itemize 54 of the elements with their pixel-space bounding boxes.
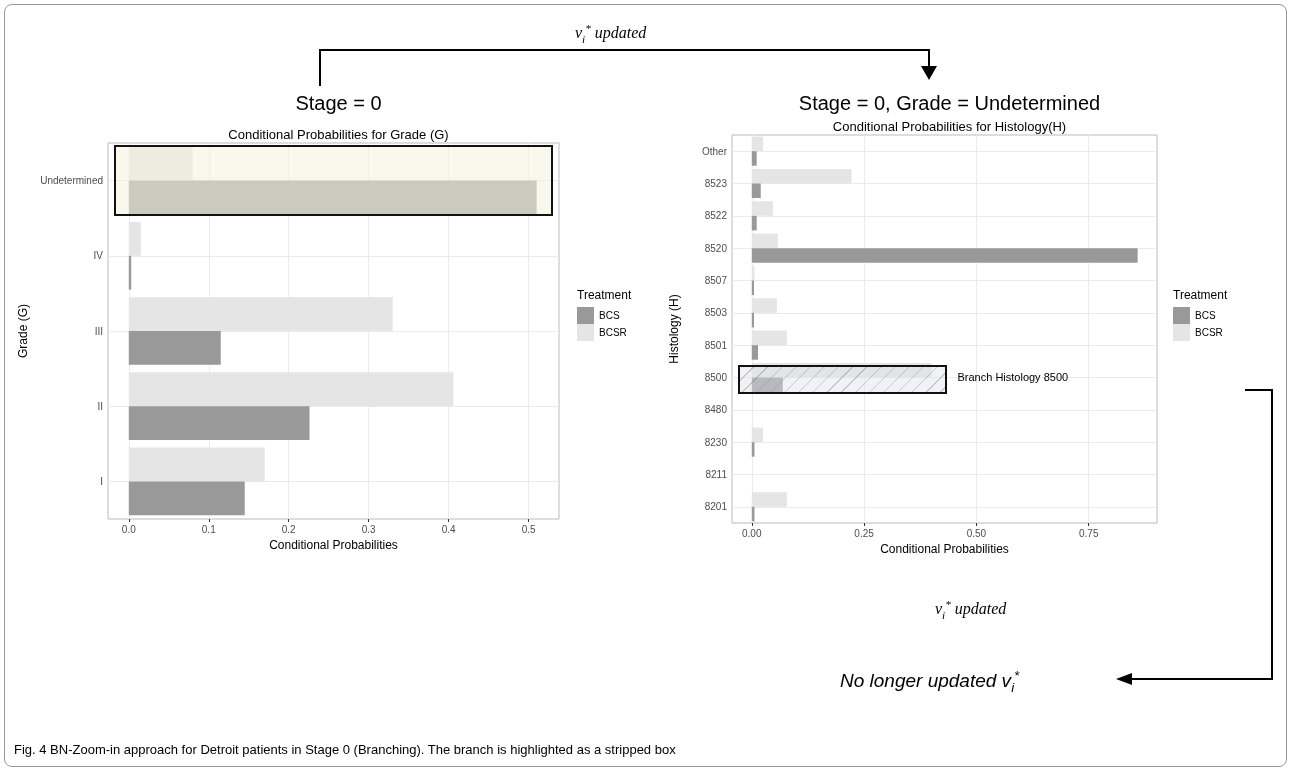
- legend-title: Treatment: [577, 288, 632, 302]
- chart-title: Stage = 0, Grade = Undetermined: [798, 92, 1101, 114]
- x-tick-label: 0.4: [441, 523, 457, 535]
- y-tick-label: 8480: [704, 404, 728, 416]
- y-tick-label: I: [100, 475, 103, 487]
- x-tick-label: 0.3: [361, 523, 377, 535]
- text: v$_{i}$$^{*}$ updated: [575, 22, 647, 45]
- x-tick-label: 0.25: [854, 527, 875, 539]
- y-tick-label: Other: [701, 145, 728, 157]
- bar: [128, 481, 245, 516]
- legend-label: BCSR: [1195, 327, 1223, 338]
- y-tick-label: 8507: [704, 275, 728, 286]
- chart-subtitle: Conditional Probabilities for Grade (G): [228, 127, 449, 142]
- y-tick-label: III: [94, 325, 103, 337]
- chart-title: Stage = 0: [295, 92, 382, 114]
- y-tick-label: 8211: [705, 469, 728, 480]
- y-tick-label: 8501: [704, 339, 728, 351]
- x-tick-label: 0.75: [1078, 527, 1099, 539]
- y-axis-title: Histology (H): [667, 294, 681, 364]
- bar: [751, 183, 761, 199]
- y-tick-label: 8500: [704, 372, 728, 383]
- bar: [751, 345, 759, 360]
- y-tick-label: 8523: [704, 178, 728, 189]
- y-tick-label: II: [97, 400, 103, 412]
- x-tick-label: 0.50: [966, 527, 987, 539]
- bar: [751, 151, 757, 166]
- text: v$_{i}$$^{*}$ updated: [935, 598, 1007, 621]
- y-tick-label: 8230: [704, 436, 728, 448]
- x-tick-label: 0.5: [521, 523, 536, 535]
- x-tick-label: 0.2: [281, 523, 297, 535]
- y-tick-label: Undetermined: [40, 175, 103, 187]
- y-tick-label: 8201: [704, 501, 728, 513]
- legend-label: BCS: [1195, 310, 1216, 321]
- bar: [751, 215, 757, 231]
- bar: [128, 331, 221, 365]
- y-tick-label: 8522: [704, 210, 728, 222]
- legend-label: BCSR: [599, 327, 627, 338]
- x-axis-title: Conditional Probabilities: [880, 542, 1009, 556]
- x-tick-label: 0.0: [121, 523, 137, 535]
- y-axis-title: Grade (G): [16, 303, 31, 359]
- bar: [128, 406, 310, 441]
- x-tick-label: 0.00: [742, 527, 762, 539]
- legend-title: Treatment: [1173, 288, 1228, 302]
- y-tick-label: 8520: [704, 242, 728, 254]
- bar: [751, 377, 783, 393]
- y-tick-label: IV: [93, 250, 104, 262]
- band-label: Branch Histology 8500: [957, 371, 1069, 384]
- x-axis-title: Conditional Probabilities: [269, 538, 398, 552]
- chart-subtitle: Conditional Probabilities for Histology(H): [832, 119, 1067, 134]
- bar: [751, 248, 1138, 263]
- caption: Fig. 4 BN-Zoom-in approach for Detroit patients in Stage 0 (Branching). The branch is highlighted as a stripped box: [14, 742, 676, 757]
- legend-label: BCS: [599, 310, 620, 321]
- y-tick-label: 8503: [704, 307, 728, 319]
- x-tick-label: 0.1: [201, 523, 217, 535]
